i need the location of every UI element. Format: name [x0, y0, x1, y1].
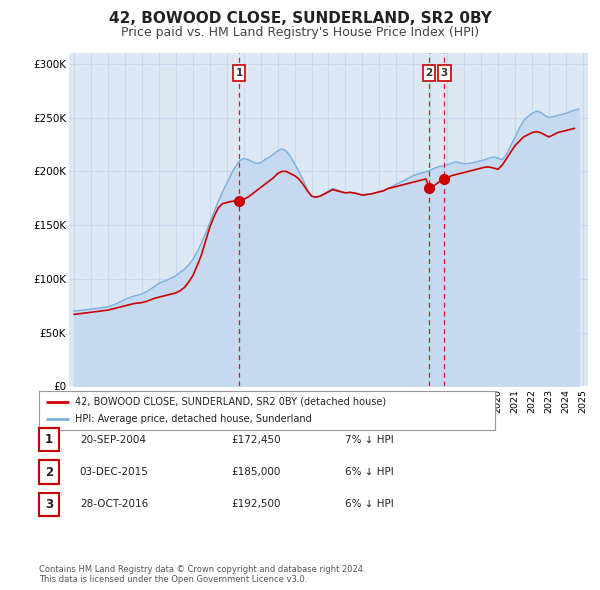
Text: 6% ↓ HPI: 6% ↓ HPI	[345, 500, 394, 509]
Text: 28-OCT-2016: 28-OCT-2016	[80, 500, 148, 509]
Text: 3: 3	[441, 68, 448, 78]
Text: 2: 2	[425, 68, 433, 78]
Text: HPI: Average price, detached house, Sunderland: HPI: Average price, detached house, Sund…	[76, 414, 312, 424]
Text: 42, BOWOOD CLOSE, SUNDERLAND, SR2 0BY: 42, BOWOOD CLOSE, SUNDERLAND, SR2 0BY	[109, 11, 491, 25]
Text: 3: 3	[45, 498, 53, 511]
Text: 6% ↓ HPI: 6% ↓ HPI	[345, 467, 394, 477]
Text: 1: 1	[45, 433, 53, 446]
Text: Contains HM Land Registry data © Crown copyright and database right 2024.
This d: Contains HM Land Registry data © Crown c…	[39, 565, 365, 584]
Text: £192,500: £192,500	[231, 500, 281, 509]
Text: £185,000: £185,000	[231, 467, 280, 477]
Text: 42, BOWOOD CLOSE, SUNDERLAND, SR2 0BY (detached house): 42, BOWOOD CLOSE, SUNDERLAND, SR2 0BY (d…	[76, 396, 386, 407]
Text: 2: 2	[45, 466, 53, 478]
Text: 7% ↓ HPI: 7% ↓ HPI	[345, 435, 394, 444]
Text: 03-DEC-2015: 03-DEC-2015	[80, 467, 149, 477]
Text: 20-SEP-2004: 20-SEP-2004	[80, 435, 146, 444]
Text: Price paid vs. HM Land Registry's House Price Index (HPI): Price paid vs. HM Land Registry's House …	[121, 26, 479, 39]
Text: £172,450: £172,450	[231, 435, 281, 444]
Text: 1: 1	[235, 68, 242, 78]
